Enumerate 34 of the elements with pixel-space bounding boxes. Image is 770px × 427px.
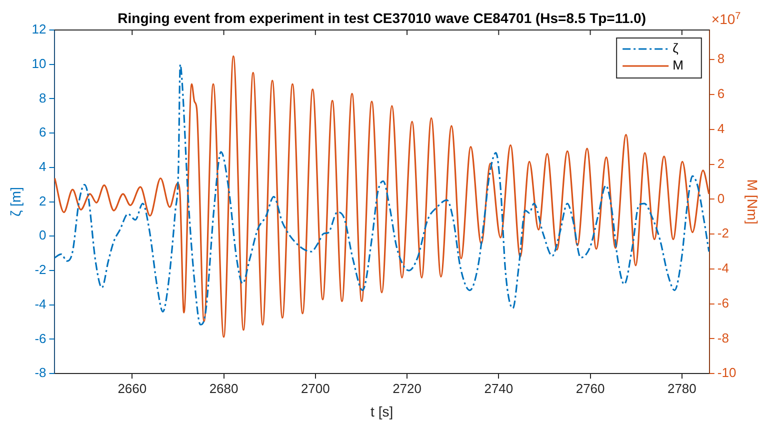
y-tick-label: -4 [34, 296, 46, 312]
x-tick-label: 2720 [392, 380, 422, 396]
legend-label: ζ [672, 40, 679, 56]
y2-tick-label: 8 [717, 51, 725, 66]
x-tick-label: 2660 [118, 380, 147, 396]
y-tick-label: 10 [32, 56, 46, 71]
x-tick-label: 2780 [667, 380, 696, 396]
y-tick-label: -2 [34, 262, 46, 278]
y2-tick-label: -6 [717, 295, 729, 310]
x-tick-label: 2700 [300, 380, 330, 396]
y-axis-title: ζ [m] [7, 187, 24, 217]
legend-label: M [672, 58, 684, 73]
y-tick-label: 0 [39, 228, 46, 243]
x-tick-label: 2760 [576, 380, 605, 396]
y-tick-label: 4 [39, 159, 46, 174]
y-tick-label: -8 [34, 365, 46, 380]
x-tick-label: 2740 [484, 380, 514, 396]
y2-tick-label: -2 [717, 226, 729, 241]
y2-tick-label: -4 [717, 260, 729, 276]
y2-tick-label: 0 [717, 190, 725, 206]
x-tick-label: 2680 [209, 380, 238, 396]
chart-title: Ringing event from experiment in test CE37010 wave CE84701 (Hs=8.5 Tp=11.0) [118, 10, 646, 26]
x-axis-title: t [s] [370, 403, 394, 420]
y2-tick-label: 2 [717, 156, 725, 171]
y-tick-label: -6 [34, 330, 46, 346]
y2-axis-title: M [Nm] [744, 179, 761, 224]
y2-tick-label: 6 [717, 86, 725, 102]
y-tick-label: 2 [39, 193, 46, 208]
y-tick-label: 12 [32, 22, 46, 37]
y2-tick-label: -8 [717, 330, 729, 346]
y2-tick-label: 4 [717, 120, 725, 136]
y-tick-label: 8 [39, 90, 46, 106]
y-tick-label: 6 [39, 124, 46, 140]
y2-tick-label: -10 [717, 365, 736, 380]
